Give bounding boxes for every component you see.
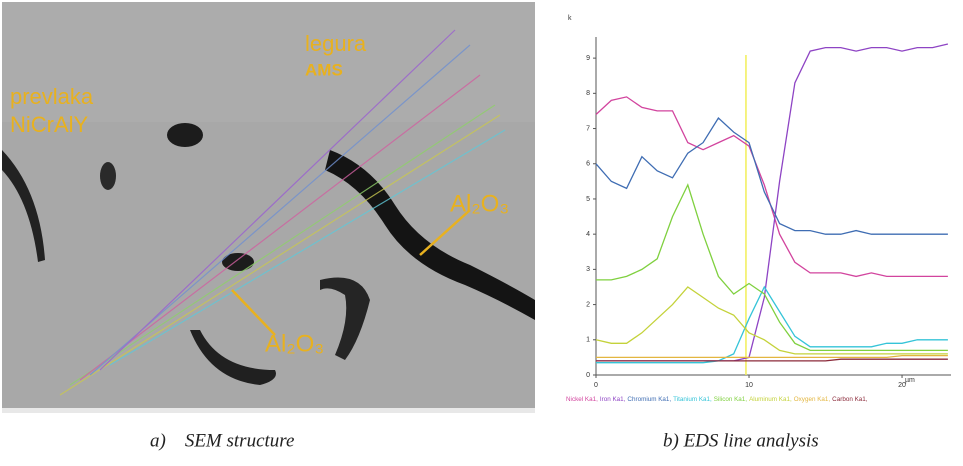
sem-pore (100, 162, 116, 190)
legend-entry: Nickel Ka1, (566, 396, 598, 403)
sem-pore (167, 123, 203, 147)
y-tick-label: 2 (586, 301, 590, 308)
sem-scalebar (2, 408, 535, 413)
y-tick-label: 3 (586, 266, 590, 273)
caption: a) SEM structure (150, 430, 294, 451)
y-tick-label: 8 (586, 90, 590, 97)
sem-label: Al₂O₃ (265, 330, 324, 357)
legend-entry: Iron Ka1, (600, 396, 626, 403)
legend: Nickel Ka1,Iron Ka1,Chromium Ka1,Titaniu… (566, 396, 868, 403)
caption: b) EDS line analysis (663, 430, 819, 451)
sem-label: Al₂O₃ (450, 190, 509, 217)
x-tick-label: 10 (745, 382, 753, 389)
sem-label: legura (305, 31, 367, 56)
legend-entry: Oxygen Ka1, (794, 396, 831, 403)
legend-entry: Titanium Ka1, (673, 396, 712, 403)
legend-entry: Chromium Ka1, (627, 396, 671, 403)
y-tick-label: 6 (586, 161, 590, 168)
y-tick-label: 7 (586, 125, 590, 132)
legend-entry: Silicon Ka1, (714, 396, 748, 403)
sem-label: NiCrAlY (10, 112, 89, 137)
y-unit: k (568, 15, 572, 22)
x-tick-label: 0 (594, 382, 598, 389)
y-tick-label: 0 (586, 372, 590, 379)
figure: legura AMS prevlaka NiCrAlY Al₂O₃ Al₂O₃ … (0, 0, 963, 461)
legend-entry: Carbon Ka1, (832, 396, 868, 403)
x-unit: µm (905, 377, 915, 384)
x-tick-label: 20 (898, 382, 906, 389)
legend-entry: Aluminum Ka1, (749, 396, 792, 403)
sem-image: legura AMS prevlaka NiCrAlY Al₂O₃ Al₂O₃ (2, 2, 535, 413)
page: legura AMS prevlaka NiCrAlY Al₂O₃ Al₂O₃ … (0, 0, 963, 466)
y-tick-label: 1 (586, 337, 590, 344)
y-tick-label: 4 (586, 231, 590, 238)
y-tick-label: 5 (586, 196, 590, 203)
y-tick-label: 9 (586, 55, 590, 62)
sem-label: AMS (305, 60, 343, 79)
sem-label: prevlaka (10, 84, 94, 109)
